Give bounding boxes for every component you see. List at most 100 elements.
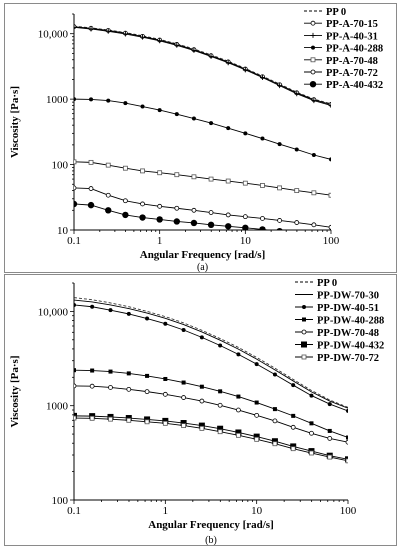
data-point	[191, 174, 197, 180]
data-point	[276, 227, 283, 230]
data-point	[88, 186, 94, 191]
legend: PP 0PP-DW-70-30PP-DW-40-51PP-DW-40-288PP…	[295, 278, 384, 364]
data-point	[181, 327, 186, 332]
series-line	[74, 297, 348, 408]
legend-label: PP-A-40-432	[326, 80, 383, 91]
data-point	[236, 407, 241, 413]
series-pp-a-40-432	[74, 200, 299, 230]
series-line	[74, 26, 331, 105]
data-point	[329, 157, 331, 162]
data-point	[327, 435, 333, 441]
data-point	[108, 369, 113, 374]
data-point	[108, 416, 113, 422]
data-point	[140, 201, 145, 207]
data-point	[157, 108, 162, 113]
data-point	[311, 98, 317, 104]
data-point	[199, 335, 204, 340]
legend-marker	[301, 329, 307, 335]
data-point	[277, 185, 283, 191]
legend-label: PP-A-40-31	[326, 31, 378, 42]
data-point	[199, 425, 205, 431]
data-point	[291, 383, 296, 388]
data-point	[327, 428, 332, 433]
data-point	[174, 112, 179, 117]
data-point	[207, 221, 215, 229]
y-tick-label: 10,000	[38, 29, 69, 41]
data-point	[327, 402, 332, 407]
y-tick-label: 100	[52, 495, 69, 507]
legend-label: PP-DW-70-30	[317, 291, 379, 302]
data-point	[311, 190, 317, 196]
data-point	[253, 433, 260, 440]
data-point	[218, 343, 223, 348]
data-point	[291, 413, 296, 418]
data-point	[294, 147, 299, 152]
legend-marker	[302, 317, 306, 322]
legend-label: PP-DW-70-48	[317, 328, 379, 339]
x-tick-label: 1	[163, 505, 169, 517]
y-tick-label: 1000	[46, 94, 69, 106]
data-point	[208, 210, 214, 215]
data-point	[254, 412, 260, 418]
data-point	[272, 441, 278, 447]
data-point	[327, 454, 333, 460]
data-point	[254, 362, 259, 367]
data-point	[290, 446, 296, 452]
data-point	[294, 91, 300, 97]
data-point	[328, 224, 331, 230]
data-point	[235, 429, 242, 436]
data-point	[243, 131, 248, 136]
data-point	[122, 31, 128, 37]
viscosity-chart-b: 0.1 1 10 100 100 1000 10,000 Angular Frequency …	[9, 278, 384, 546]
data-point	[277, 142, 282, 147]
viscosity-chart-a: 0.1 1 10 100 10 100 1000 10,000 Angular Frequenc…	[9, 7, 383, 273]
data-point	[242, 67, 248, 73]
legend-label: PP 0	[326, 7, 346, 18]
series-pp-dw-70-48	[74, 383, 348, 445]
y-tick-label: 10	[57, 225, 69, 237]
legend-label: PP-A-70-72	[326, 68, 378, 79]
data-point	[88, 26, 94, 32]
data-point	[157, 170, 163, 176]
legend-marker	[302, 305, 306, 309]
data-point	[123, 101, 128, 106]
chart-panel-b: 0.1 1 10 100 100 1000 10,000 Angular Frequency …	[4, 274, 397, 546]
x-tick-label: 100	[323, 235, 340, 247]
legend-marker	[310, 20, 316, 26]
series-pp-dw-40-432	[74, 412, 348, 463]
data-point	[145, 373, 150, 378]
data-point	[74, 368, 76, 373]
data-point	[74, 200, 78, 208]
data-point	[122, 198, 128, 204]
data-point	[225, 178, 231, 184]
legend-marker	[301, 354, 307, 360]
data-point	[126, 311, 131, 316]
legend-label: PP-DW-70-72	[317, 353, 379, 364]
data-point	[242, 214, 248, 220]
data-point	[74, 185, 77, 191]
data-point	[217, 425, 224, 432]
series-pp-dw-40-288	[74, 368, 348, 440]
data-point	[209, 121, 214, 126]
x-tick-label: 100	[340, 505, 357, 517]
data-point	[236, 432, 241, 438]
data-point	[259, 75, 265, 81]
data-point	[208, 53, 214, 59]
legend-marker	[301, 341, 307, 348]
legend-label: PP-DW-40-432	[317, 341, 384, 352]
series-pp-0	[74, 25, 331, 105]
x-axis-title: Angular Frequency [rad/s]	[148, 519, 274, 531]
data-point	[140, 34, 146, 40]
data-point	[126, 371, 131, 376]
series-pp-a-70-48	[74, 159, 331, 198]
data-point	[272, 407, 277, 412]
series-pp-a-40-31	[74, 24, 331, 108]
series-pp-a-70-15	[74, 24, 331, 107]
data-point	[309, 393, 314, 398]
legend-label: PP 0	[317, 278, 337, 289]
data-point	[89, 383, 95, 389]
y-tick-label: 1000	[46, 401, 69, 413]
data-point	[108, 308, 113, 313]
data-point	[126, 417, 132, 423]
data-point	[87, 201, 95, 209]
